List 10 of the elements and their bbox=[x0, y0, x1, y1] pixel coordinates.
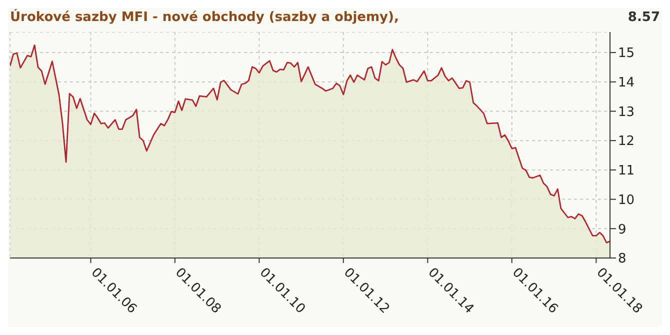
y-tick-label: 9 bbox=[618, 222, 626, 238]
y-tick-label: 11 bbox=[618, 164, 635, 179]
text: 8.57 bbox=[628, 10, 660, 25]
y-tick-label: 15 bbox=[618, 46, 635, 62]
y-tick-label: 13 bbox=[618, 104, 635, 120]
y-tick-label: 14 bbox=[618, 76, 635, 91]
y-tick-label: 10 bbox=[618, 192, 635, 208]
y-tick-label: 12 bbox=[618, 134, 635, 150]
chart-title: Úrokové sazby MFI - nové obchody (sazby a objemy), bbox=[10, 10, 399, 25]
y-tick-label: 8 bbox=[618, 252, 626, 267]
